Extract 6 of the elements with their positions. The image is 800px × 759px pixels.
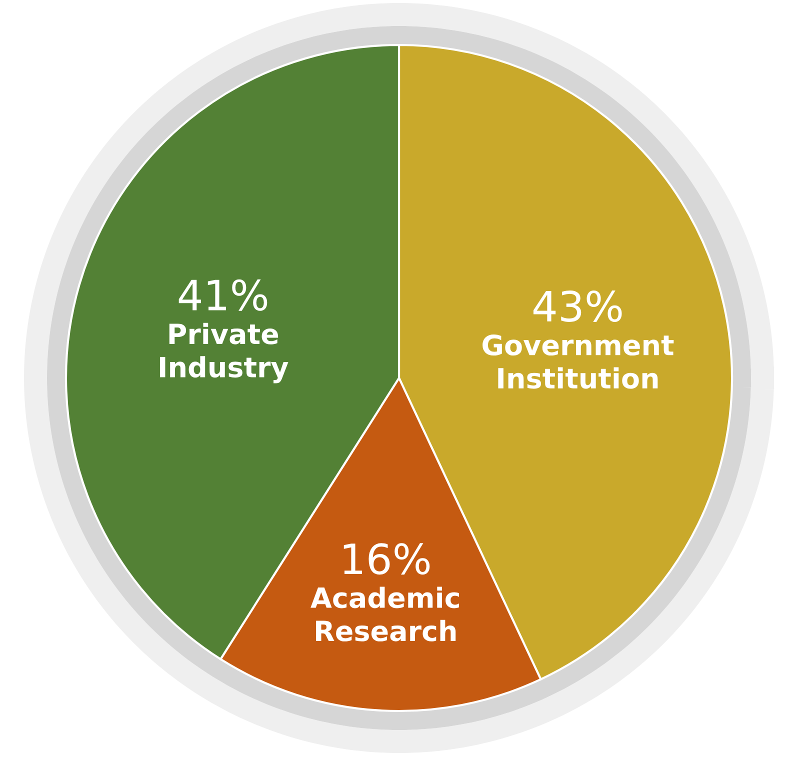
data-label: 16% [344, 543, 430, 575]
slice-label: Government Institution [482, 334, 674, 389]
data-label: 43% [533, 290, 622, 322]
slice-label: Private Industry [160, 322, 288, 384]
slice-label: Academic Research [310, 586, 459, 642]
data-label: 41% [178, 279, 268, 311]
